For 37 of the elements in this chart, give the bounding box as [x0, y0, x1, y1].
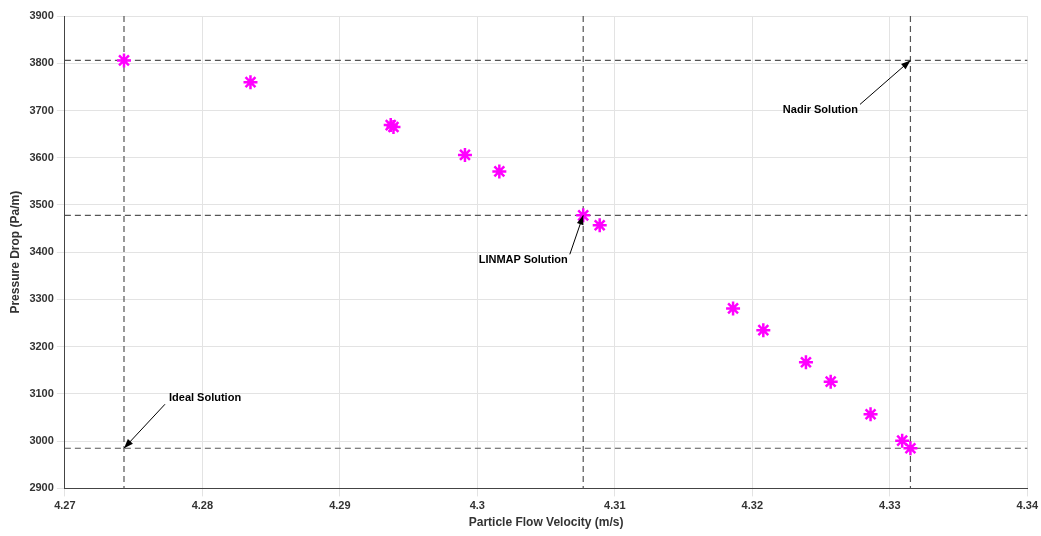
point [902, 440, 919, 457]
point [797, 354, 815, 371]
point [893, 432, 911, 449]
y-tick-label: 3600 [29, 150, 54, 163]
point [822, 373, 839, 390]
y-tick-label: 3400 [29, 245, 54, 258]
x-tick-label: 4.32 [741, 499, 764, 512]
point [755, 321, 772, 339]
annotation: LINMAP Solution [478, 253, 568, 266]
x-tick-label: 4.29 [329, 499, 351, 512]
x-tick-label: 4.33 [879, 499, 901, 512]
y-tick-label: 2900 [29, 481, 54, 494]
x-tick-label: 4.31 [604, 499, 626, 512]
point [491, 163, 508, 180]
y-tick-label: 3100 [29, 386, 54, 399]
point [242, 73, 259, 91]
annotation: Nadir Solution [782, 103, 859, 116]
point [574, 207, 592, 224]
y-tick-label: 3500 [29, 197, 54, 210]
y-tick-label: 3200 [29, 339, 54, 352]
annotation: Ideal Solution [168, 391, 242, 404]
y-tick-label: 3700 [29, 103, 54, 116]
x-tick-label: 4.34 [1016, 499, 1039, 512]
y-tick-label: 3300 [29, 292, 54, 305]
point [591, 217, 608, 234]
y-tick-label: 3800 [29, 56, 54, 69]
point [456, 146, 474, 164]
y-tick-label: 3900 [29, 9, 54, 22]
point [115, 52, 133, 69]
x-tick-label: 4.3 [469, 499, 485, 512]
x-axis-title: Particle Flow Velocity (m/s) [468, 515, 624, 530]
y-tick-label: 3000 [29, 434, 54, 447]
x-tick-label: 4.28 [191, 499, 214, 512]
x-tick-label: 4.27 [54, 499, 76, 512]
y-axis-title: Pressure Drop (Pa/m) [7, 190, 22, 314]
point [724, 300, 742, 317]
point [862, 405, 879, 423]
